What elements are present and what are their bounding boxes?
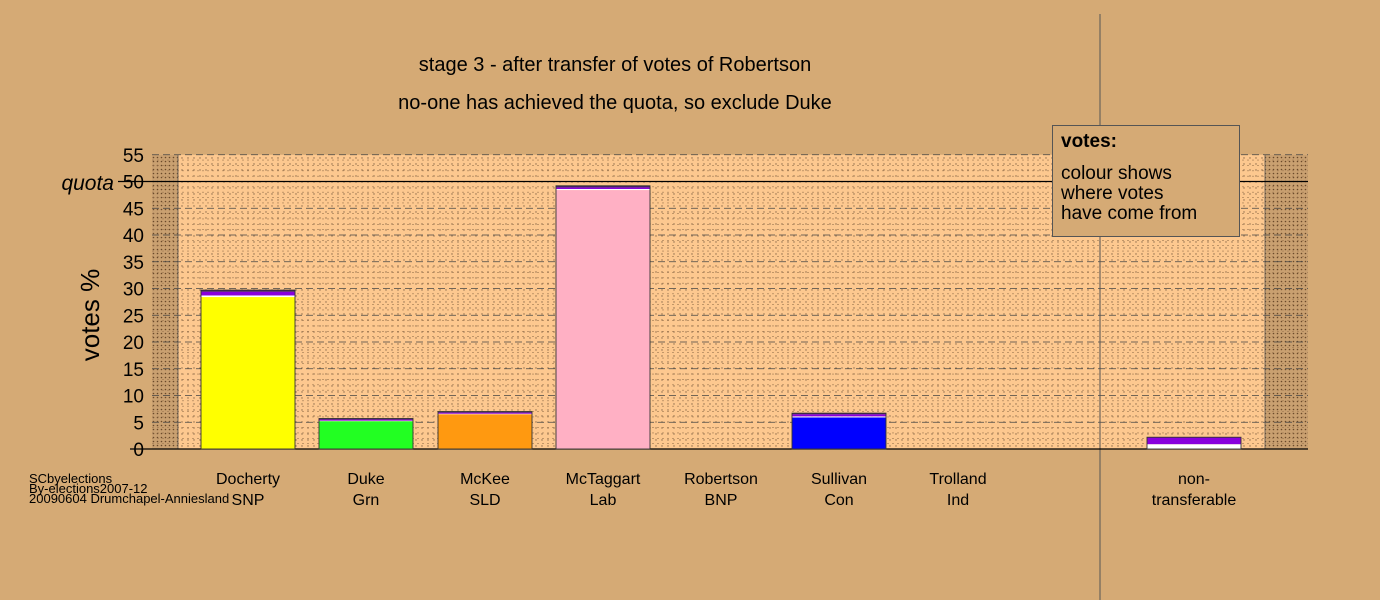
y-tick-label: 30 [123,280,144,301]
y-tick-label: 5 [133,413,144,434]
category-labels: Docherty SNP Duke Grn McKee SLD McTaggart Lab Ro… [216,471,1236,509]
bar-segment [792,417,886,449]
category-party-label: transferable [1152,492,1237,509]
y-tick-label: 40 [123,226,144,247]
bar-segment [792,414,886,417]
y-axis-ticks: 0 5 10 15 20 25 30 35 40 45 50 55 [123,146,144,461]
bar-segment [319,419,413,421]
bar-segment [438,414,532,449]
y-tick-label: 0 [133,440,144,461]
category-party-label: SLD [469,492,500,509]
bar-segment [556,185,650,188]
category-party-label: Ind [947,492,969,509]
source-line-2: By-elections2007-12 [29,481,148,496]
bar-segment [319,418,413,420]
source-note: SCbyelections By-elections2007-12 200906… [29,471,230,506]
source-line-3: 20090604 Drumchapel-Anniesland [29,491,230,506]
category-party-label: Grn [353,492,380,509]
category-name-label: Duke [347,471,384,488]
bar-segment [319,421,413,449]
y-tick-label: 45 [123,199,144,220]
bar-segment [201,291,295,296]
bar-segment [556,190,650,449]
bar-segment [438,411,532,413]
bar-outline [1146,436,1242,450]
bar-segment [201,290,295,292]
bar-segment [438,413,532,415]
y-tick-label: 10 [123,387,144,408]
bar-segment [201,297,295,449]
category-name-label: Sullivan [811,471,867,488]
source-line-1: SCbyelections [29,471,113,486]
category-name-label: non- [1178,471,1210,488]
category-party-label: SNP [232,492,265,509]
y-tick-label: 35 [123,253,144,274]
bar-segment [319,420,413,422]
bar-outline [318,418,414,450]
legend-title: votes: [1061,131,1117,152]
legend-line-1: colour shows [1061,163,1172,184]
bar-segment [1147,437,1241,445]
legend-line-2: where votes [1061,183,1164,204]
y-tick-label: 50 [123,173,144,194]
bar-segment [438,412,532,414]
bar-segment [556,188,650,191]
bar-outline [791,412,887,450]
category-party-label: BNP [705,492,738,509]
bar-segment [201,295,295,298]
category-name-label: McKee [460,471,510,488]
y-tick-label: 20 [123,333,144,354]
bars [200,185,1242,450]
category-name-label: McTaggart [566,471,641,488]
legend-line-3: have come from [1061,203,1198,224]
chart-title-line-2: no-one has achieved the quota, so exclud… [398,92,832,114]
chart-title-line-1: stage 3 - after transfer of votes of Rob… [419,54,811,76]
category-party-label: Con [824,492,853,509]
grid-lines [118,14,1308,600]
bar-outline [437,411,533,450]
category-party-label: Lab [590,492,617,509]
y-axis-label: votes % [75,269,105,362]
legend: votes: colour shows where votes have com… [1052,125,1240,237]
y-tick-label: 55 [123,146,144,167]
quota-label: quota [61,172,114,195]
bar-segment [792,413,886,415]
category-name-label: Robertson [684,471,758,488]
plot-right-margin [1265,154,1308,449]
bar-segment [1147,444,1241,449]
y-tick-label: 15 [123,360,144,381]
y-tick-label: 25 [123,306,144,327]
bar-outline [200,289,296,450]
bar-outline [555,185,651,450]
plot-left-margin [152,154,178,449]
category-name-label: Trolland [929,471,986,488]
bar-segment [792,416,886,418]
category-name-label: Docherty [216,471,280,488]
bar-segment [556,187,650,189]
